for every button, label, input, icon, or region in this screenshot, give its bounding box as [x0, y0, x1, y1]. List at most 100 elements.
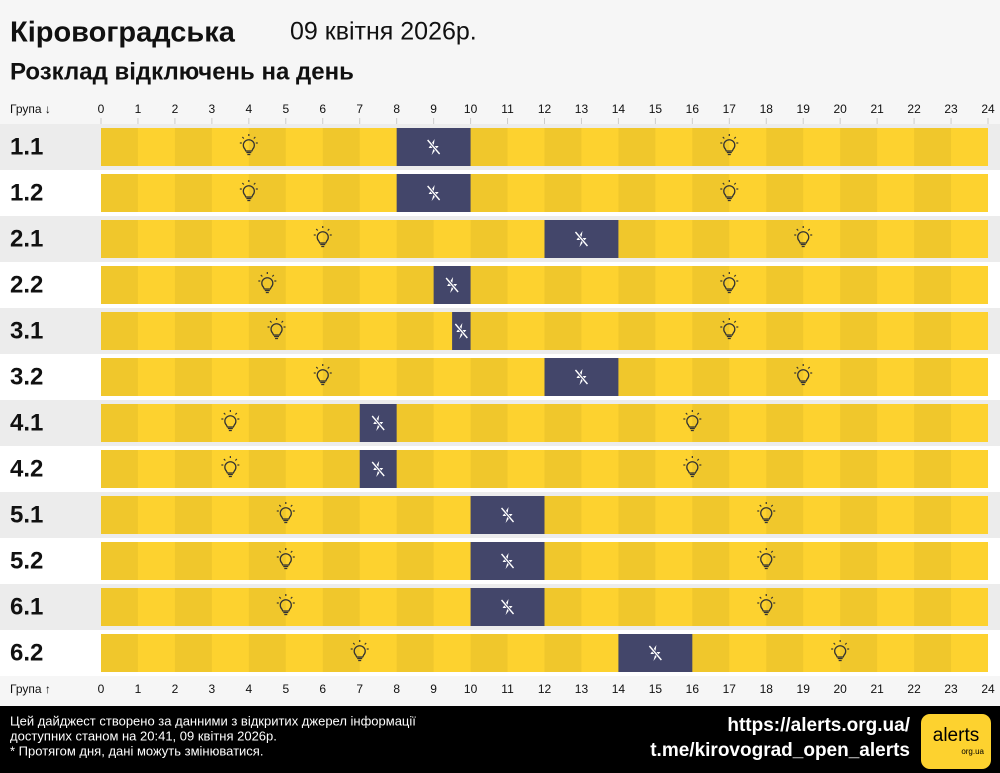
hour-shade	[322, 266, 360, 304]
hour-shade	[692, 450, 730, 488]
hour-shade	[248, 404, 286, 442]
hour-shade	[248, 634, 286, 672]
x-tick-label: 17	[723, 102, 737, 116]
x-tick-label: 23	[944, 102, 958, 116]
hour-shade	[470, 174, 508, 212]
hour-shade	[101, 174, 138, 212]
hour-shade	[692, 128, 730, 166]
hour-shade	[618, 450, 656, 488]
hour-shade	[174, 266, 212, 304]
hour-shade	[840, 634, 878, 672]
x-tick-label: 16	[686, 102, 700, 116]
group-label: 5.1	[10, 501, 43, 528]
x-tick-label: 3	[209, 682, 216, 696]
hour-shade	[174, 634, 212, 672]
hour-shade	[322, 358, 360, 396]
hour-shade	[470, 312, 508, 350]
hour-shade	[470, 634, 508, 672]
x-tick-label: 21	[870, 102, 884, 116]
hour-shade	[470, 450, 508, 488]
hour-shade	[248, 312, 286, 350]
hour-shade	[544, 128, 582, 166]
hour-shade	[618, 220, 656, 258]
x-tick-label: 7	[356, 682, 363, 696]
hour-shade	[101, 404, 138, 442]
hour-shade	[618, 496, 656, 534]
x-tick-label: 8	[393, 102, 400, 116]
hour-shade	[470, 404, 508, 442]
hour-shade	[766, 266, 804, 304]
hour-shade	[248, 266, 286, 304]
hour-shade	[766, 174, 804, 212]
hour-shade	[101, 496, 138, 534]
hour-shade	[396, 312, 434, 350]
hour-shade	[692, 174, 730, 212]
hour-shade	[396, 266, 434, 304]
hour-shade	[174, 174, 212, 212]
footer-link[interactable]: t.me/kirovograd_open_alerts	[650, 740, 910, 761]
hour-shade	[544, 266, 582, 304]
x-tick-label: 19	[797, 682, 811, 696]
x-tick-label: 4	[245, 102, 252, 116]
hour-shade	[174, 312, 212, 350]
hour-shade	[692, 496, 730, 534]
hour-shade	[766, 404, 804, 442]
hour-shade	[840, 128, 878, 166]
hour-shade	[766, 358, 804, 396]
hour-shade	[544, 174, 582, 212]
x-tick-label: 15	[649, 102, 663, 116]
x-tick-label: 3	[209, 102, 216, 116]
on-bar	[101, 404, 988, 442]
footer-note: доступних станом на 20:41, 09 квітня 202…	[10, 728, 277, 743]
hour-shade	[692, 404, 730, 442]
hour-shade	[618, 174, 656, 212]
hour-shade	[396, 634, 434, 672]
hour-shade	[248, 496, 286, 534]
group-label: 1.1	[10, 133, 43, 160]
hour-shade	[174, 542, 212, 580]
hour-shade	[174, 128, 212, 166]
hour-shade	[766, 542, 804, 580]
x-tick-label: 14	[612, 682, 626, 696]
hour-shade	[396, 496, 434, 534]
hour-shade	[692, 542, 730, 580]
hour-shade	[914, 312, 952, 350]
hour-shade	[840, 220, 878, 258]
x-tick-label: 24	[981, 102, 995, 116]
hour-shade	[174, 588, 212, 626]
on-bar	[101, 450, 988, 488]
x-tick-label: 6	[319, 102, 326, 116]
hour-shade	[544, 312, 582, 350]
hour-shade	[101, 634, 138, 672]
hour-shade	[618, 266, 656, 304]
hour-shade	[322, 634, 360, 672]
hour-shade	[544, 542, 582, 580]
hour-shade	[618, 404, 656, 442]
x-tick-label: 5	[282, 102, 289, 116]
hour-shade	[766, 312, 804, 350]
logo-text: alerts	[933, 725, 979, 746]
x-tick-label: 22	[907, 102, 921, 116]
hour-shade	[544, 404, 582, 442]
hour-shade	[174, 404, 212, 442]
footer-link[interactable]: https://alerts.org.ua/	[727, 715, 910, 736]
hour-shade	[101, 266, 138, 304]
hour-shade	[396, 220, 434, 258]
group-label: 5.2	[10, 547, 43, 574]
hour-shade	[692, 266, 730, 304]
x-tick-label: 19	[797, 102, 811, 116]
footer-note: Цей дайджест створено за данними з відкр…	[10, 713, 416, 728]
x-tick-label: 13	[575, 102, 589, 116]
hour-shade	[101, 450, 138, 488]
hour-shade	[766, 588, 804, 626]
hour-shade	[248, 588, 286, 626]
footer-note: * Протягом дня, дані можуть змінюватися.	[10, 743, 263, 758]
group-label: 6.2	[10, 639, 43, 666]
x-tick-label: 15	[649, 682, 663, 696]
hour-shade	[840, 266, 878, 304]
group-label: 3.2	[10, 363, 43, 390]
hour-shade	[914, 358, 952, 396]
x-tick-label: 0	[98, 102, 105, 116]
hour-shade	[914, 404, 952, 442]
date: 09 квітня 2026р.	[290, 18, 477, 46]
